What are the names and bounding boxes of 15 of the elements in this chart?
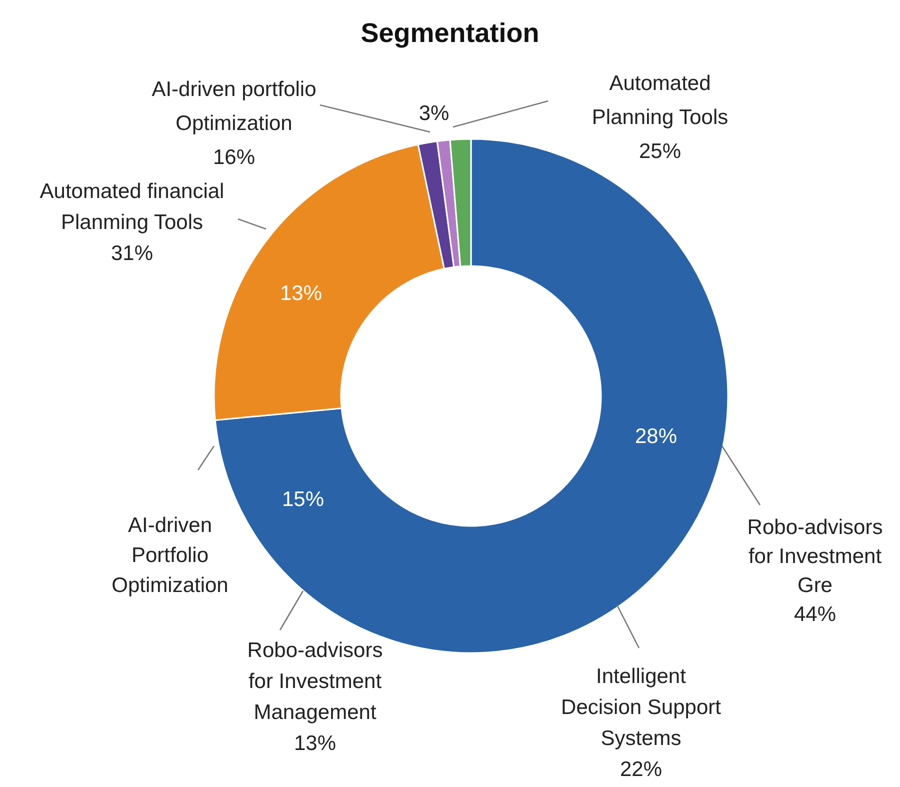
- text: Intelligent Decision Support Systems 22%: [561, 664, 722, 781]
- slice-label: Automated financial Planming Tools: [40, 180, 224, 234]
- text: 15%: [282, 488, 324, 511]
- text: Automated Planning Tools 25%: [592, 72, 728, 163]
- text: 31%: [110, 242, 154, 265]
- text: 44%: [794, 602, 836, 626]
- text: 3%: [418, 102, 450, 125]
- text: 16%: [212, 146, 256, 169]
- slice-label: AI-driven portfolio Optimization: [152, 78, 316, 135]
- text: 28%: [634, 424, 678, 448]
- text: Robo-advisors for Investment Management 13%: [247, 638, 383, 755]
- text: AI-driven Portfolio Optimization: [112, 514, 228, 597]
- slice-label: Robo-advisors for Investment Gre: [747, 516, 883, 597]
- chart-title: Segmentation: [360, 18, 540, 49]
- text: 13%: [280, 282, 322, 305]
